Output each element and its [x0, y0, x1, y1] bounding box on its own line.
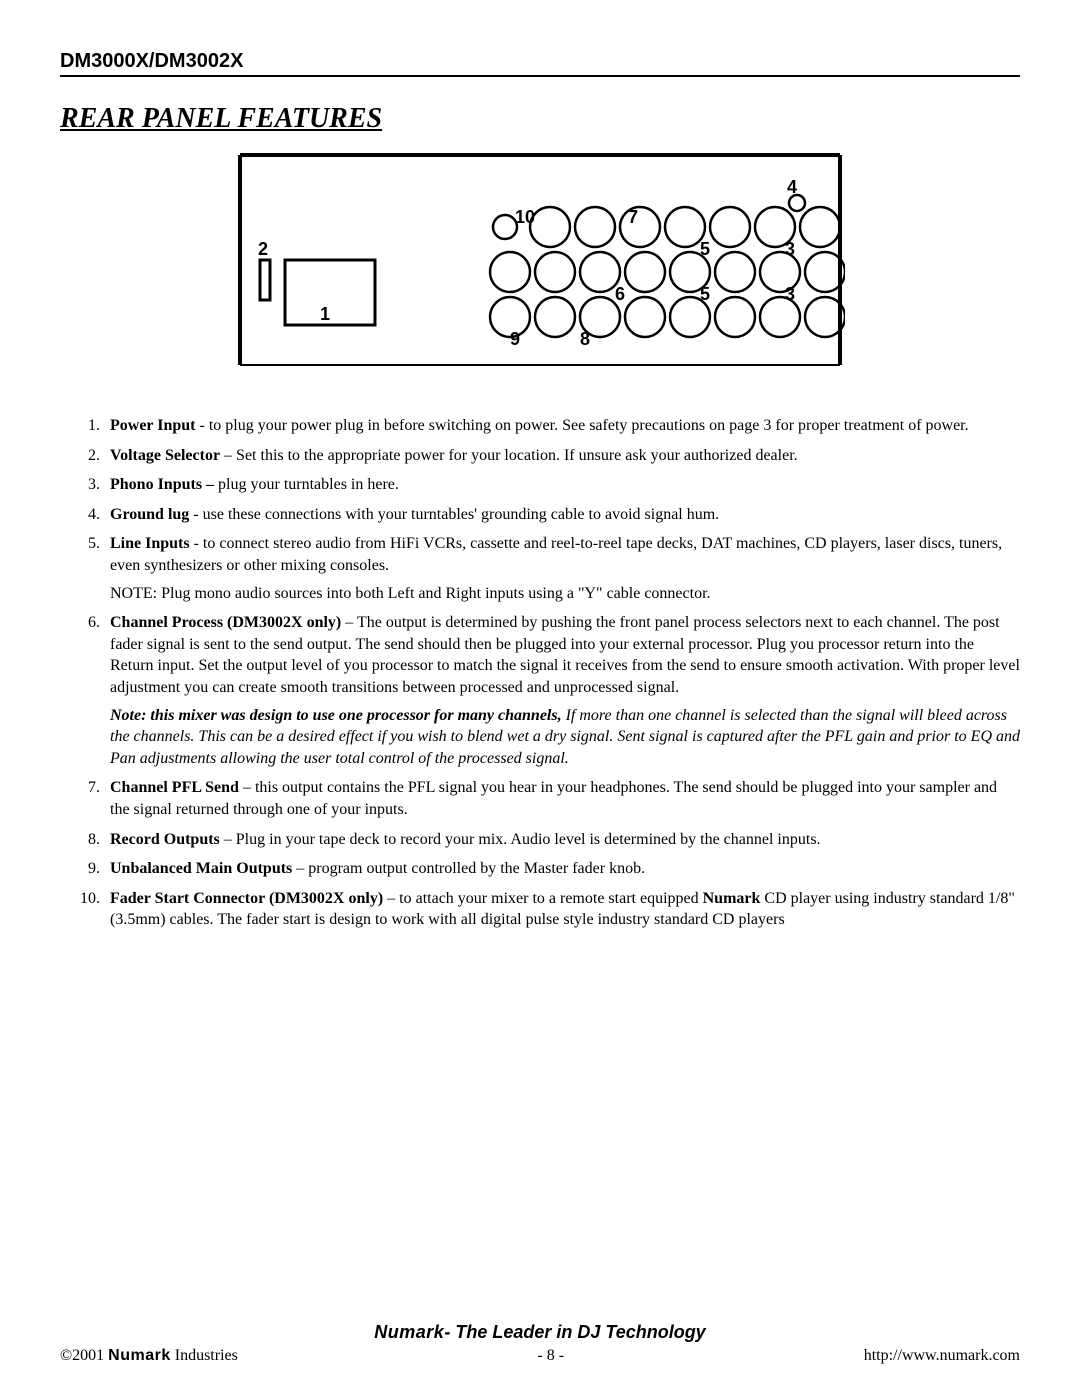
copyright-pre: ©2001: [60, 1347, 108, 1364]
svg-text:5: 5: [700, 239, 710, 259]
feature-item: Line Inputs - to connect stereo audio fr…: [104, 533, 1020, 604]
feature-term: Power Input: [110, 417, 196, 434]
footer-brand: Numark: [374, 1322, 444, 1342]
feature-item: Unbalanced Main Outputs – program output…: [104, 858, 1020, 880]
copyright-post: Industries: [171, 1347, 238, 1364]
feature-term: Voltage Selector: [110, 447, 220, 464]
feature-term: Fader Start Connector (DM3002X only): [110, 890, 383, 907]
svg-text:1: 1: [320, 304, 330, 324]
feature-term: Channel PFL Send: [110, 779, 239, 796]
feature-note: NOTE: Plug mono audio sources into both …: [110, 583, 1020, 605]
svg-text:4: 4: [787, 177, 797, 197]
feature-item: Phono Inputs – plug your turntables in h…: [104, 474, 1020, 496]
feature-inline-bold: Numark: [703, 890, 761, 907]
rear-panel-diagram: 1 2 4 10 7 5 3 6 5 3 9 8: [60, 145, 1020, 375]
model-header: DM3000X/DM3002X: [60, 50, 1020, 77]
svg-text:9: 9: [510, 329, 520, 349]
feature-term: Line Inputs: [110, 535, 190, 552]
feature-item: Voltage Selector – Set this to the appro…: [104, 445, 1020, 467]
footer-page-number: - 8 -: [537, 1347, 564, 1365]
feature-note-italic: Note: this mixer was design to use one p…: [110, 705, 1020, 770]
feature-term: Unbalanced Main Outputs: [110, 860, 292, 877]
svg-text:6: 6: [615, 284, 625, 304]
svg-text:10: 10: [515, 207, 535, 227]
feature-term: Phono Inputs –: [110, 476, 214, 493]
svg-text:2: 2: [258, 239, 268, 259]
svg-text:3: 3: [785, 239, 795, 259]
feature-item: Power Input - to plug your power plug in…: [104, 415, 1020, 437]
footer-tagline: Numark- The Leader in DJ Technology: [60, 1322, 1020, 1343]
feature-item: Ground lug - use these connections with …: [104, 504, 1020, 526]
feature-item: Record Outputs – Plug in your tape deck …: [104, 829, 1020, 851]
footer-copyright: ©2001 Numark Industries: [60, 1347, 238, 1365]
feature-term: Channel Process (DM3002X only): [110, 614, 341, 631]
svg-text:7: 7: [628, 207, 638, 227]
footer-tagline-text: - The Leader in DJ Technology: [444, 1322, 705, 1342]
feature-item: Channel Process (DM3002X only) – The out…: [104, 612, 1020, 769]
feature-item: Fader Start Connector (DM3002X only) – t…: [104, 888, 1020, 931]
svg-text:5: 5: [700, 284, 710, 304]
svg-text:3: 3: [785, 284, 795, 304]
page-footer: Numark- The Leader in DJ Technology ©200…: [60, 1322, 1020, 1365]
svg-text:8: 8: [580, 329, 590, 349]
rear-panel-svg: 1 2 4 10 7 5 3 6 5 3 9 8: [235, 145, 845, 375]
section-title: REAR PANEL FEATURES: [60, 103, 1020, 135]
features-list: Power Input - to plug your power plug in…: [60, 415, 1020, 931]
feature-item: Channel PFL Send – this output contains …: [104, 777, 1020, 820]
copyright-brand: Numark: [108, 1347, 171, 1364]
feature-term: Record Outputs: [110, 831, 220, 848]
footer-url: http://www.numark.com: [864, 1347, 1020, 1365]
feature-term: Ground lug: [110, 506, 189, 523]
